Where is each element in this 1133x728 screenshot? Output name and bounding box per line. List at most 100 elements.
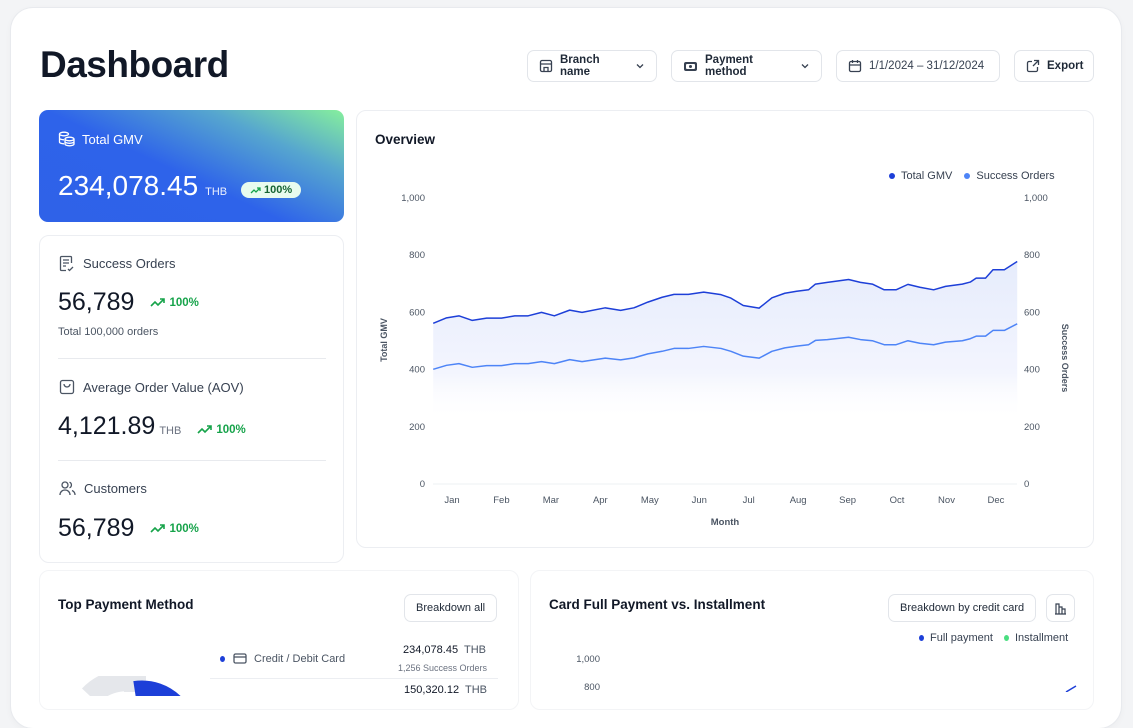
success-orders-change: 100%	[150, 296, 199, 309]
success-orders-value: 56,789	[58, 288, 135, 316]
gmv-value: 234,078.45	[58, 170, 199, 201]
chevron-down-icon	[636, 64, 644, 69]
payment-row-label: Credit / Debit Card	[254, 653, 346, 665]
aov-label: Average Order Value (AOV)	[83, 379, 244, 395]
gmv-change-badge: 100%	[241, 181, 302, 199]
legend-success-orders-label: Success Orders	[976, 170, 1055, 182]
y-tick-label: 1,000	[401, 193, 425, 204]
date-range-picker[interactable]: 1/1/2024 – 31/12/2024	[836, 50, 1000, 82]
bar-chart-icon	[1055, 602, 1066, 615]
x-tick-label: May	[641, 495, 659, 506]
gmv-unit: THB	[205, 186, 228, 198]
breakdown-all-label: Breakdown all	[416, 602, 486, 614]
aov-label-row: Average Order Value (AOV)	[59, 379, 244, 395]
branch-filter-label: Branch name	[560, 54, 600, 78]
customers-label: Customers	[84, 481, 147, 496]
customers-label-row: Customers	[59, 481, 147, 496]
y2-tick-label: 400	[1024, 365, 1040, 376]
cash-icon	[684, 61, 697, 71]
donut-slice-other	[81, 676, 146, 696]
card-y-tick: 1,000	[576, 654, 600, 665]
y-axis-title: Total GMV	[379, 318, 389, 362]
breakdown-all-button[interactable]: Breakdown all	[404, 594, 498, 622]
date-range-label: 1/1/2024 – 31/12/2024	[869, 60, 985, 72]
x-tick-label: Jan	[444, 495, 459, 506]
trend-up-icon	[150, 298, 166, 307]
y-tick-label: 400	[409, 365, 425, 376]
y2-tick-label: 800	[1024, 250, 1040, 261]
breakdown-by-card-button[interactable]: Breakdown by credit card	[888, 594, 1037, 622]
overview-chart: 0 0 200 200 400 400 600 600 800 800 1,000 1,000 Jan F…	[379, 193, 1070, 528]
users-icon	[59, 481, 76, 496]
divider	[58, 358, 326, 359]
x-tick-label: Oct	[890, 495, 905, 506]
trend-up-icon	[150, 524, 166, 533]
x-tick-label: Aug	[790, 495, 807, 506]
y2-tick-label: 0	[1024, 479, 1029, 490]
y2-axis-title: Success Orders	[1060, 324, 1070, 393]
aov-change: 100%	[197, 424, 246, 436]
success-orders-change-text: 100%	[169, 296, 199, 309]
gmv-change: 100%	[264, 184, 293, 196]
success-orders-label: Success Orders	[83, 256, 176, 271]
y2-tick-label: 1,000	[1024, 193, 1048, 204]
legend-dot	[220, 656, 225, 662]
divider	[58, 460, 326, 461]
page-title: Dashboard	[40, 44, 229, 85]
export-label: Export	[1047, 60, 1084, 72]
y2-tick-label: 600	[1024, 307, 1040, 318]
card-chart-line-fragment	[1065, 685, 1077, 692]
payment-row-amount: 234,078.45	[403, 644, 459, 656]
y2-tick-label: 200	[1024, 422, 1040, 433]
card-payment-title: Card Full Payment vs. Installment	[549, 597, 766, 612]
breakdown-by-card-label: Breakdown by credit card	[900, 602, 1025, 614]
export-button[interactable]: Export	[1014, 50, 1094, 82]
payment-row[interactable]: Credit / Debit Card 234,078.45 THB 1,256…	[210, 640, 498, 679]
coins-icon	[58, 131, 75, 147]
trend-up-icon	[197, 425, 213, 434]
x-tick-label: Jun	[692, 495, 707, 506]
y-tick-label: 600	[409, 307, 425, 318]
y-tick-label: 200	[409, 422, 425, 433]
receipt-icon	[59, 255, 74, 272]
total-orders-subtext: Total 100,000 orders	[58, 326, 159, 338]
aov-value: 4,121.89	[58, 412, 156, 440]
branch-filter-dropdown[interactable]: Branch name	[527, 50, 657, 82]
overview-legend: Total GMV Success Orders	[889, 170, 1055, 182]
total-gmv-line	[432, 260, 1018, 324]
customers-change: 100%	[150, 523, 199, 535]
gmv-label: Total GMV	[82, 131, 143, 147]
x-tick-label: Dec	[987, 495, 1004, 506]
y-tick-label: 800	[409, 250, 425, 261]
stats-card	[39, 235, 344, 563]
x-tick-label: Feb	[493, 495, 509, 506]
shopping-bag-icon	[59, 379, 75, 395]
customers-value: 56,789	[58, 514, 135, 542]
success-orders-label-row: Success Orders	[59, 255, 175, 272]
calendar-icon	[848, 60, 862, 73]
payment-row-orders: 1,256 Success Orders	[397, 663, 487, 673]
top-payment-title: Top Payment Method	[58, 597, 194, 612]
payment-donut-chart	[81, 676, 181, 696]
payment-row-2-amount: 150,320.12 THB	[404, 684, 487, 696]
x-axis-title: Month	[711, 517, 740, 528]
chart-type-button[interactable]	[1046, 594, 1075, 622]
legend-installment-label: Installment	[1014, 632, 1069, 644]
gmv-area-fill	[433, 261, 1018, 422]
payment-row-2-value: 150,320.12	[404, 684, 460, 696]
export-icon	[1026, 59, 1040, 73]
payment-method-dropdown[interactable]: Payment method	[671, 50, 822, 82]
x-tick-label: Apr	[593, 495, 608, 506]
payment-row-2-unit: THB	[465, 684, 487, 696]
donut-slice-card	[133, 680, 181, 696]
store-icon	[539, 59, 553, 73]
aov-unit: THB	[159, 425, 182, 437]
x-tick-label: Nov	[938, 495, 955, 506]
payment-row-unit: THB	[464, 644, 486, 656]
trend-up-icon	[250, 187, 261, 194]
gmv-label-row: Total GMV	[58, 131, 143, 147]
legend-total-gmv: Total GMV	[889, 170, 952, 182]
legend-installment: Installment	[1003, 632, 1069, 644]
overview-title: Overview	[375, 132, 436, 147]
x-tick-label: Sep	[839, 495, 856, 506]
